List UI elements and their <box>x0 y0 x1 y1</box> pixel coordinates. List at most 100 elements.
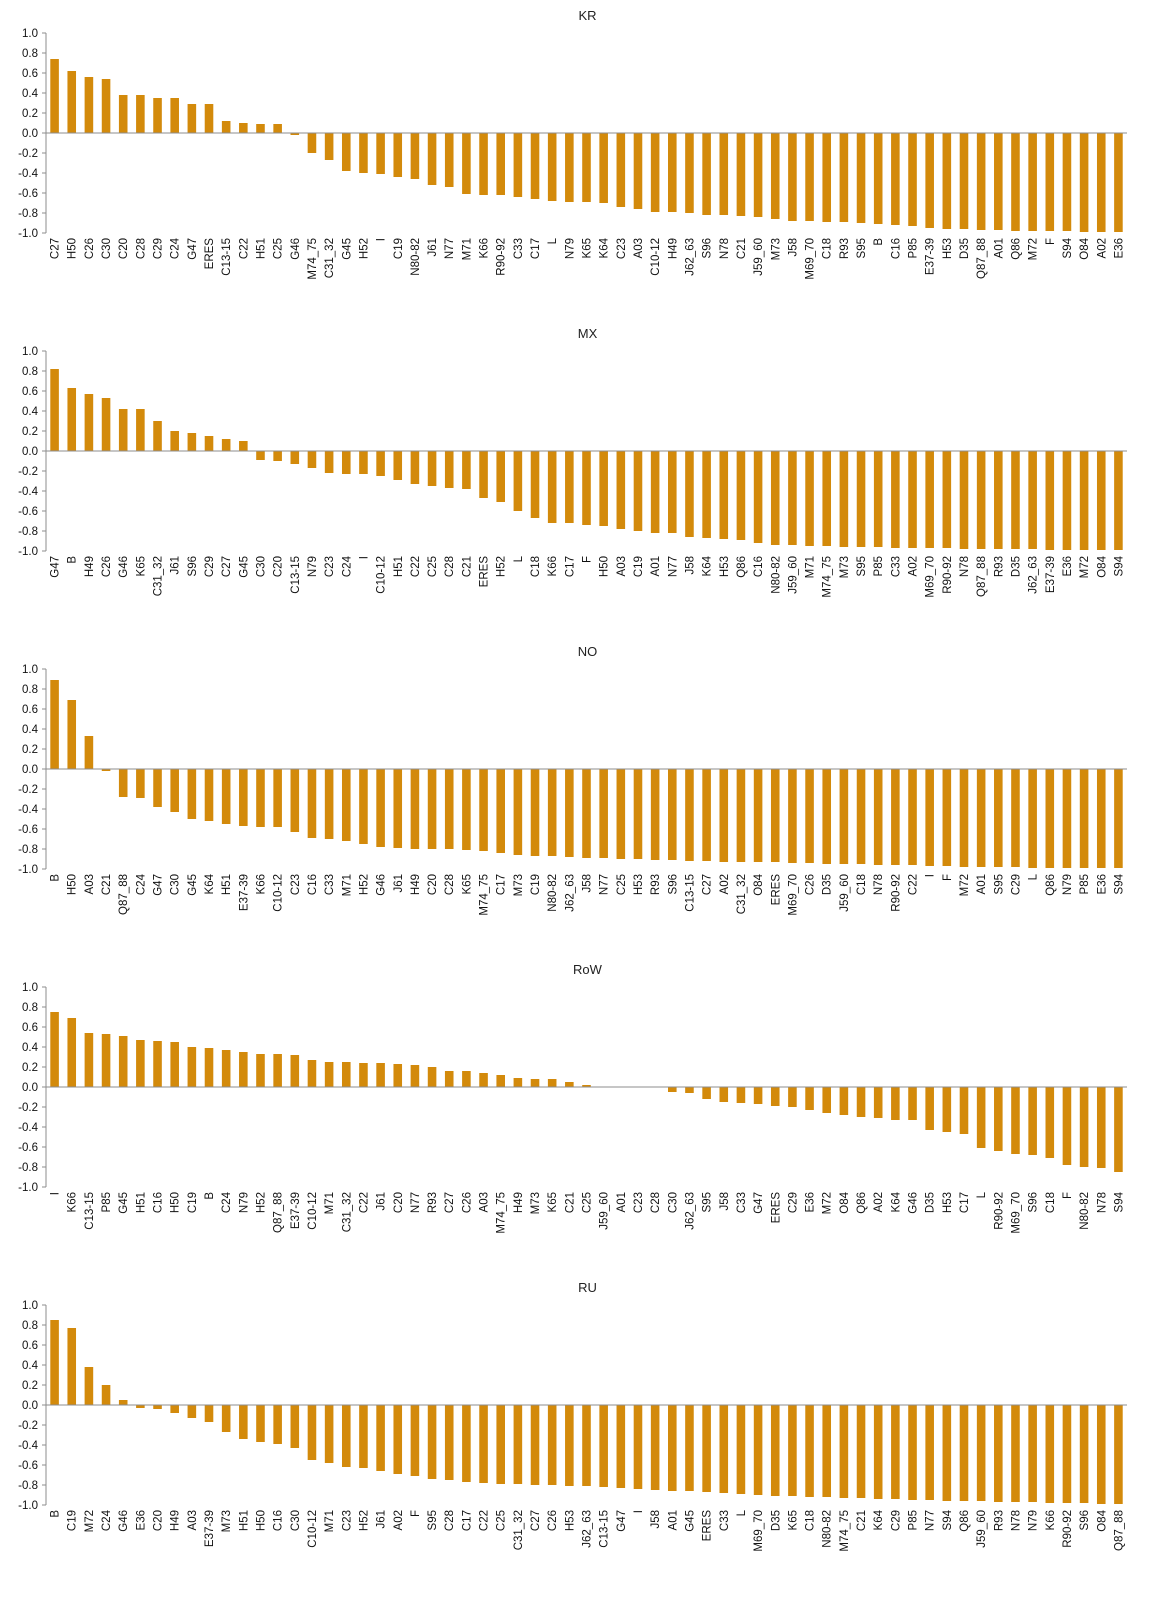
x-tick-label: J59_60 <box>753 238 765 276</box>
bar-C16 <box>153 1041 162 1087</box>
y-tick-label: 0.6 <box>22 1340 38 1352</box>
bar-A02 <box>908 451 917 548</box>
x-tick-label: C22 <box>358 1192 370 1213</box>
x-tick-label: C31_32 <box>153 556 165 596</box>
x-tick-label: N77 <box>925 1510 937 1531</box>
bar-S94 <box>942 1405 952 1501</box>
x-tick-label: K64 <box>702 555 714 576</box>
bar-F <box>942 769 952 866</box>
x-tick-label: B <box>204 1192 216 1200</box>
x-tick-label: C18 <box>856 874 868 895</box>
bar-S96 <box>702 133 711 215</box>
bar-H49 <box>668 133 677 212</box>
y-tick-label: 1.0 <box>22 664 38 676</box>
x-tick-label: C20 <box>153 1510 165 1531</box>
bar-M71 <box>324 1062 334 1087</box>
x-tick-label: C16 <box>153 1192 165 1213</box>
bar-C10-12 <box>273 769 282 827</box>
x-tick-label: C10-12 <box>273 874 285 912</box>
bar-C30 <box>170 769 179 812</box>
bar-K64 <box>702 451 711 538</box>
x-tick-label: M73 <box>839 556 851 578</box>
y-tick-label: -1.0 <box>18 864 38 876</box>
bar-J61 <box>170 431 179 451</box>
x-tick-label: H52 <box>255 1192 267 1213</box>
x-tick-label: G45 <box>187 874 199 896</box>
bar-N79 <box>565 133 574 202</box>
bar-E37-39 <box>925 133 934 228</box>
bar-L <box>547 133 557 201</box>
bar-M72 <box>959 769 969 867</box>
bar-G46 <box>118 409 128 451</box>
bar-A03 <box>633 133 643 209</box>
bar-B <box>67 388 77 451</box>
x-tick-label: H50 <box>255 1510 267 1531</box>
y-tick-label: 0.4 <box>22 406 39 418</box>
bar-C31_32 <box>341 1062 351 1087</box>
x-tick-label: K66 <box>1045 1510 1057 1530</box>
bar-C24 <box>101 1385 111 1405</box>
bar-H49 <box>410 769 420 849</box>
x-tick-label: N80-82 <box>547 874 559 912</box>
bar-G47 <box>616 1405 626 1488</box>
bar-L <box>513 451 523 511</box>
bar-N77 <box>668 451 677 533</box>
x-tick-label: ERES <box>770 1192 782 1224</box>
bar-H51 <box>256 124 265 133</box>
x-tick-label: A02 <box>393 1510 405 1530</box>
x-tick-label: C29 <box>1010 874 1022 895</box>
y-tick-label: -1.0 <box>18 546 38 558</box>
bar-D35 <box>822 769 832 864</box>
y-tick-label: -0.8 <box>18 208 38 220</box>
bar-C24 <box>221 1050 231 1087</box>
x-tick-label: J58 <box>582 874 594 893</box>
x-tick-label: K66 <box>255 874 267 894</box>
x-tick-label: G46 <box>118 556 130 578</box>
x-tick-label: J61 <box>427 238 439 257</box>
bar-N77 <box>925 1405 934 1500</box>
bar-C17 <box>462 1405 471 1482</box>
x-tick-label: A03 <box>479 1192 491 1212</box>
bar-N77 <box>444 133 454 187</box>
x-tick-label: F <box>582 556 594 563</box>
bar-H52 <box>359 769 368 844</box>
x-tick-label: C30 <box>170 874 182 895</box>
bar-C29 <box>204 436 214 451</box>
y-tick-label: -0.4 <box>18 168 38 180</box>
x-tick-label: A01 <box>976 874 988 894</box>
x-tick-label: J59_60 <box>599 1192 611 1230</box>
bar-M74_75 <box>307 133 317 153</box>
bar-S96 <box>1028 1087 1037 1155</box>
bar-G45 <box>341 133 351 171</box>
x-tick-label: N78 <box>873 874 885 895</box>
bar-S95 <box>994 769 1003 867</box>
bar-R90-92 <box>891 769 900 865</box>
bar-N79 <box>1028 1405 1037 1502</box>
x-tick-label: H51 <box>221 874 233 895</box>
x-tick-label: C26 <box>805 874 817 895</box>
bar-H51 <box>221 769 231 824</box>
x-tick-label: C22 <box>410 556 422 577</box>
bar-K65 <box>547 1079 557 1087</box>
y-tick-label: 0.8 <box>22 684 38 696</box>
bar-H52 <box>256 1054 265 1087</box>
bar-D35 <box>1011 451 1020 549</box>
x-tick-label: N78 <box>1010 1510 1022 1531</box>
x-tick-label: J58 <box>650 1510 662 1529</box>
y-tick-label: -0.8 <box>18 1162 38 1174</box>
bar-C30 <box>290 1405 300 1448</box>
bar-C29 <box>891 1405 900 1499</box>
bar-C16 <box>273 1405 282 1444</box>
x-tick-label: G45 <box>238 556 250 578</box>
x-tick-label: G46 <box>118 1510 130 1532</box>
bar-N80-82 <box>547 769 557 856</box>
x-tick-label: E36 <box>1062 556 1074 576</box>
x-tick-label: C17 <box>530 238 542 259</box>
bar-C22 <box>239 123 248 133</box>
bar-K65 <box>462 769 471 850</box>
x-tick-label: C28 <box>444 556 456 577</box>
x-tick-label: S96 <box>667 874 679 894</box>
x-tick-label: C31_32 <box>324 238 336 278</box>
bar-Q87_88 <box>273 1054 282 1087</box>
x-tick-label: C26 <box>461 1192 473 1213</box>
